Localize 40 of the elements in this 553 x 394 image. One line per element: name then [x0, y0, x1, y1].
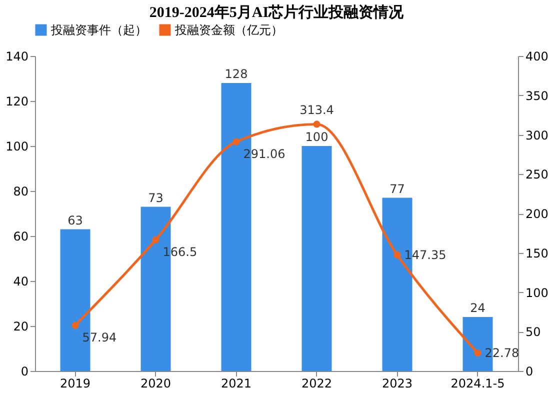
y2-tick-label: 250	[526, 168, 548, 182]
point	[232, 138, 240, 146]
legend-label: 投融资事件（起）	[50, 23, 147, 37]
point	[72, 322, 79, 329]
y-tick-label: 20	[13, 320, 28, 334]
x-tick-label: 2023	[382, 376, 413, 390]
y-tick-label: 140	[6, 50, 28, 64]
y-tick-label: 0	[20, 364, 28, 378]
y2-tick-label: 50	[526, 325, 541, 340]
x-tick-label: 2024.1-5	[450, 376, 505, 390]
x-tick-label: 2020	[140, 376, 172, 390]
bar	[302, 146, 332, 371]
data-label: 63	[68, 213, 83, 228]
data-label: 77	[390, 182, 405, 196]
data-label: 128	[224, 67, 248, 81]
y-tick-label: 40	[13, 274, 28, 288]
point	[313, 120, 320, 128]
y-tick-label: 100	[6, 140, 28, 154]
x-tick-label: 2021	[220, 376, 252, 390]
y2-tick-label: 300	[526, 128, 548, 142]
y2-tick-label: 150	[526, 246, 548, 260]
y2-tick-label: 350	[526, 88, 548, 103]
data-label: 313.4	[300, 103, 334, 118]
y-tick-label: 60	[13, 230, 28, 244]
y2-tick-label: 0	[526, 364, 534, 378]
data-label: 100	[305, 130, 328, 144]
data-label: 73	[148, 190, 164, 205]
x-tick-label: 2022	[301, 376, 332, 390]
y2-tick-label: 400	[526, 50, 548, 64]
point	[474, 350, 482, 357]
chart-title: 2019-2024年5月AI芯片行业投融资情况	[149, 4, 405, 21]
legend-label: 投融资金额（亿元）	[174, 23, 283, 37]
y2-tick-label: 100	[526, 286, 548, 300]
x-tick-label: 2019	[60, 376, 91, 390]
y2-tick-label: 200	[526, 207, 548, 221]
point	[394, 251, 401, 258]
point	[152, 236, 160, 244]
y-tick-label: 80	[13, 184, 28, 198]
y-tick-label: 120	[6, 94, 28, 108]
data-label: 24	[470, 301, 486, 315]
